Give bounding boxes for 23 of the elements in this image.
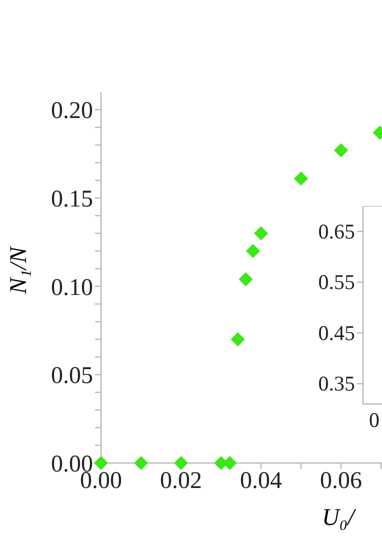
- x-tick-label: 0.04: [240, 468, 282, 494]
- y-tick-label: 0.35: [318, 372, 355, 396]
- y-tick-label: 0.10: [51, 274, 93, 301]
- x-tick-label: 0.06: [320, 468, 362, 494]
- y-axis-title: N₁/N: [6, 246, 34, 294]
- point: [294, 172, 308, 186]
- y-tick-label: 0.20: [51, 98, 93, 124]
- y-tick-label: 0.15: [51, 186, 93, 213]
- point: [134, 456, 148, 470]
- y-tick-label: 0.45: [318, 320, 355, 345]
- x-axis-title: U₀/: [322, 505, 354, 532]
- point: [246, 244, 260, 258]
- point: [238, 272, 253, 286]
- point: [94, 456, 108, 470]
- y-tick-label: 0.65: [318, 219, 355, 244]
- y-tick-label: 0.55: [318, 270, 355, 294]
- y-tick-label: 0.05: [51, 363, 93, 390]
- point: [334, 143, 348, 158]
- point: [254, 226, 268, 240]
- annotation: 0: [369, 408, 380, 433]
- point: [174, 456, 188, 470]
- x-tick-label: 0.02: [160, 468, 202, 494]
- point: [230, 332, 245, 346]
